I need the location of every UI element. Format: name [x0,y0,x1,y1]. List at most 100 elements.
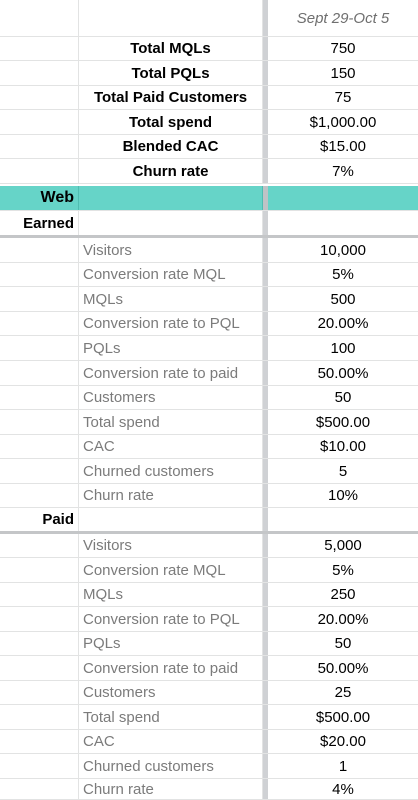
summary-value[interactable]: $1,000.00 [309,113,377,131]
metric-label[interactable]: Conversion rate MQL [79,558,263,582]
section-label[interactable]: Web [0,186,79,210]
metric-value[interactable]: 50 [334,389,352,406]
metric-label[interactable]: Total spend [79,410,263,434]
metric-value[interactable]: $20.00 [320,733,366,750]
metric-value[interactable]: 5,000 [324,537,362,554]
cell[interactable] [79,211,263,235]
metric-value[interactable]: 50 [334,635,352,652]
metric-label[interactable]: Churned customers [79,754,263,778]
metric-value[interactable]: 5 [338,462,348,480]
cell[interactable] [0,607,79,631]
metric-value[interactable]: 20.00% [317,315,369,332]
cell[interactable] [0,754,79,778]
metric-label[interactable]: CAC [79,435,263,458]
cell[interactable] [0,336,79,360]
frozen-column-divider[interactable] [263,0,268,36]
metric-label[interactable]: Customers [79,386,263,409]
metric-value[interactable]: 4% [332,780,354,798]
metric-label[interactable]: Churned customers [79,459,263,483]
cell[interactable] [79,508,263,531]
metric-value[interactable]: 100 [330,339,356,357]
summary-label[interactable]: Total MQLs [79,37,263,60]
summary-label[interactable]: Total PQLs [79,61,263,85]
summary-label[interactable]: Churn rate [79,159,263,183]
cell[interactable] [0,459,79,483]
group-label[interactable]: Paid [0,508,79,531]
summary-value[interactable]: 7% [332,162,354,180]
metric-label[interactable]: Visitors [79,238,263,262]
metric-label[interactable]: Conversion rate to PQL [79,607,263,631]
cell[interactable] [0,484,79,507]
cell[interactable] [0,312,79,335]
cell[interactable] [79,186,263,210]
cell[interactable] [0,361,79,385]
metric-label[interactable]: CAC [79,730,263,753]
metric-label[interactable]: PQLs [79,336,263,360]
cell[interactable] [0,583,79,606]
date-range-header[interactable]: Sept 29-Oct 5 [296,9,390,27]
metric-label[interactable]: Conversion rate to paid [79,361,263,385]
cell[interactable] [0,705,79,729]
metric-label[interactable]: Conversion rate to paid [79,656,263,680]
metric-label[interactable]: Churn rate [79,779,263,799]
metric-value[interactable]: 10,000 [320,241,366,259]
group-label[interactable]: Earned [0,211,79,235]
metric-value[interactable]: 50.00% [317,659,369,677]
cell[interactable] [0,534,79,557]
metric-label[interactable]: Total spend [79,705,263,729]
frozen-column-divider [263,705,268,729]
cell[interactable] [0,730,79,753]
summary-label[interactable]: Total spend [79,110,263,134]
cell[interactable] [0,37,79,60]
metric-value[interactable]: $500.00 [315,413,371,431]
metric-value[interactable]: 50.00% [317,364,369,382]
cell[interactable] [0,110,79,134]
metric-value[interactable]: 25 [334,684,352,701]
cell[interactable] [0,238,79,262]
metric-value[interactable]: $500.00 [315,708,371,726]
summary-label[interactable]: Total Paid Customers [79,86,263,109]
metric-row: PQLs 50 [0,632,418,656]
metric-value[interactable]: 20.00% [317,610,369,628]
summary-value[interactable]: 75 [334,89,352,106]
metric-label[interactable]: Conversion rate MQL [79,263,263,286]
metric-value[interactable]: 500 [330,290,356,308]
cell[interactable] [0,86,79,109]
summary-value[interactable]: 150 [330,64,356,82]
metric-value[interactable]: 250 [330,586,356,603]
metric-label[interactable]: MQLs [79,583,263,606]
summary-label[interactable]: Blended CAC [79,135,263,158]
metric-label[interactable]: Visitors [79,534,263,557]
metric-value[interactable]: 10% [327,487,359,504]
metric-label[interactable]: Customers [79,681,263,704]
metric-label[interactable]: PQLs [79,632,263,655]
cell[interactable] [268,211,418,235]
cell[interactable] [0,0,79,36]
cell[interactable] [0,632,79,655]
cell[interactable] [0,61,79,85]
metric-value[interactable]: $10.00 [320,438,366,455]
metric-value[interactable]: 5% [332,266,354,283]
metric-value[interactable]: 1 [338,757,348,775]
cell[interactable] [0,435,79,458]
cell[interactable] [0,135,79,158]
metric-value[interactable]: 5% [332,561,354,579]
cell[interactable] [0,681,79,704]
metric-label[interactable]: Churn rate [79,484,263,507]
cell[interactable] [0,410,79,434]
cell[interactable] [0,263,79,286]
cell[interactable] [79,0,263,36]
metric-label[interactable]: Conversion rate to PQL [79,312,263,335]
cell[interactable] [268,508,418,531]
cell[interactable] [0,159,79,183]
cell[interactable] [0,558,79,582]
cell[interactable] [0,386,79,409]
cell[interactable] [0,656,79,680]
cell[interactable] [0,779,79,799]
summary-value[interactable]: 750 [330,40,356,57]
metric-label[interactable]: MQLs [79,287,263,311]
summary-value[interactable]: $15.00 [320,138,366,155]
cell[interactable] [268,186,418,210]
cell[interactable] [0,287,79,311]
metric-row: MQLs 500 [0,287,418,312]
